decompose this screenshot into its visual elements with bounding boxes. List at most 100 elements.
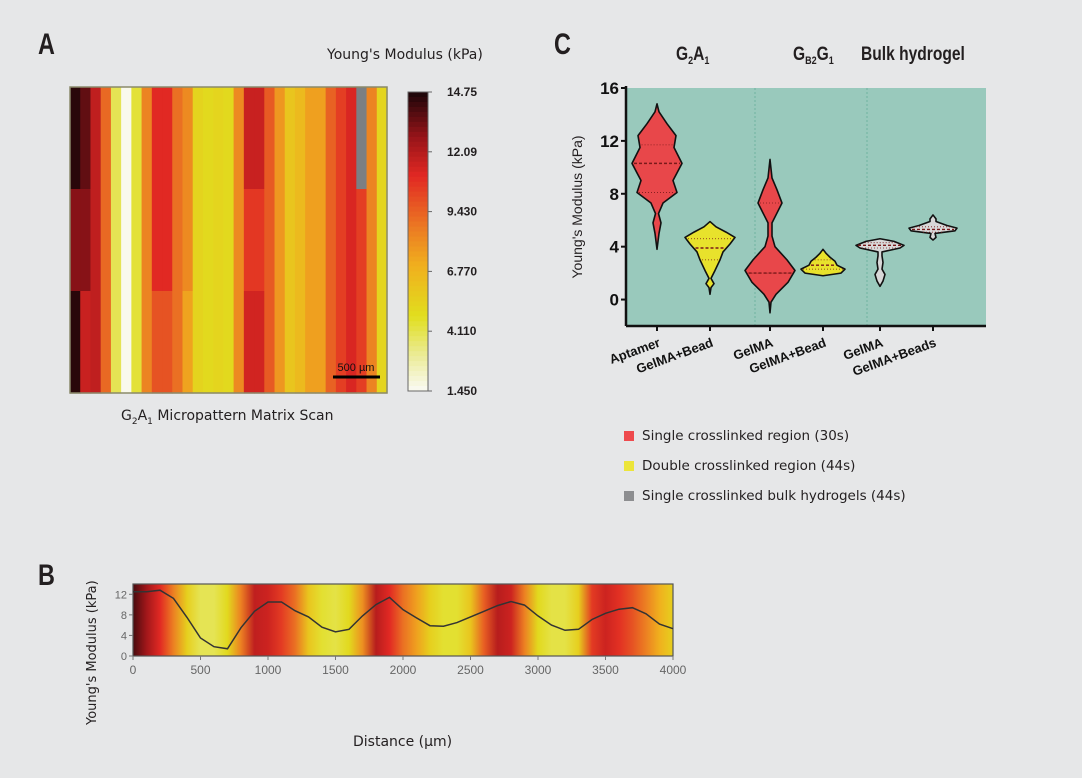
colorbar-segment — [408, 181, 428, 188]
heatmap-cell — [202, 291, 214, 394]
heatmap-cell — [141, 189, 153, 292]
colorbar-segment — [408, 186, 428, 193]
heatmap-cell — [315, 291, 327, 394]
heatmap-cell — [346, 189, 357, 292]
x-axis-label-b: Distance (µm) — [353, 734, 453, 750]
heatmap-cell — [90, 87, 102, 190]
colorbar-segment — [408, 231, 428, 238]
heatmap-cell — [243, 87, 255, 190]
heatmap-cell — [335, 291, 347, 394]
colorbar-segment — [408, 156, 428, 163]
scale-bar-label: 500 µm — [338, 362, 375, 374]
heatmap-cell — [80, 291, 92, 394]
heatmap-cell — [366, 291, 378, 394]
colorbar-segment — [408, 276, 428, 282]
heatmap-cell — [121, 291, 132, 394]
heatmap-cell — [264, 291, 276, 394]
heatmap-cell — [233, 189, 245, 292]
colorbar-segment — [408, 141, 428, 148]
x-tick-label: 4000 — [660, 663, 687, 677]
colorbar-tick-label: 4.110 — [447, 324, 477, 338]
g-sub: 2 — [688, 55, 694, 67]
colorbar-segment — [408, 216, 428, 223]
heatmap-cell — [182, 189, 194, 292]
violin-body — [908, 214, 958, 241]
colorbar-segment — [408, 336, 428, 342]
heatmap-cell — [110, 87, 122, 190]
heatmap-cell — [284, 291, 296, 394]
heatmap-cell — [202, 87, 214, 190]
heatmap-cell — [305, 87, 317, 190]
colorbar-segment — [408, 241, 428, 248]
heatmap-chart: 500 µm 14.75 12.09 9.430 6.770 4.110 1.450 — [69, 85, 477, 398]
colorbar-segment — [408, 151, 428, 158]
heatmap-cell — [151, 189, 163, 292]
colorbar-segment — [408, 361, 428, 367]
colorbar-segment — [408, 381, 428, 387]
heatmap-cell — [213, 87, 224, 190]
colorbar-segment — [408, 266, 428, 272]
colorbar-segment — [408, 161, 428, 168]
colorbar-segment — [408, 301, 428, 307]
x-tick-label: 2500 — [457, 663, 484, 677]
y-axis-label: Young's Modulus (kPa) — [569, 135, 585, 278]
heatmap-cell — [100, 291, 112, 394]
heatmap-cell — [335, 87, 347, 190]
heatmap-cell — [172, 87, 184, 190]
heatmap-cell — [110, 189, 122, 292]
heatmap-cell — [233, 87, 245, 190]
heatmap-cell — [335, 189, 347, 292]
g-letter: G — [676, 44, 689, 65]
violin-2 — [744, 158, 796, 314]
colorbar-segment — [408, 296, 428, 302]
g1-sub: 1 — [828, 55, 834, 67]
heatmap-cell — [274, 291, 286, 394]
y-tick-label: 4 — [121, 630, 127, 642]
colorbar-segment — [408, 131, 428, 138]
heatmap-cell — [192, 189, 204, 292]
colorbar-segment — [408, 126, 428, 133]
g-letter-2: G — [816, 44, 829, 65]
heatmap-cell — [182, 291, 194, 394]
heatmap-cell — [192, 291, 204, 394]
a-letter: A — [693, 44, 705, 65]
colorbar-segment — [408, 341, 428, 347]
x-tick-label: 0 — [130, 663, 137, 677]
heatmap-cell — [80, 189, 92, 292]
colorbar-segment — [408, 321, 428, 327]
violin-body — [855, 237, 905, 288]
heatmap-cell — [254, 291, 265, 394]
heatmap-cell — [162, 87, 173, 190]
heatmap-cell — [315, 189, 327, 292]
heatmap-cell — [254, 87, 265, 190]
y-axis-label-b: Young's Modulus (kPa) — [85, 580, 100, 725]
colorbar-segment — [408, 251, 428, 258]
heatmap-cell — [325, 87, 337, 190]
colorbar-segment — [408, 171, 428, 178]
heatmap-cell — [325, 189, 337, 292]
heatmap-cell — [243, 291, 255, 394]
colorbar-tick-label: 6.770 — [447, 264, 477, 278]
colorbar-segment — [408, 281, 428, 287]
heatmap-cell — [223, 189, 235, 292]
y-tick-label: 8 — [610, 185, 619, 204]
colorbar-segment — [408, 351, 428, 357]
violin-body — [684, 220, 736, 296]
legend-label: Double crosslinked region (44s) — [642, 458, 856, 474]
heatmap-cell — [264, 87, 276, 190]
heatmap-cell — [274, 87, 286, 190]
heatmap-cell — [294, 291, 306, 394]
heatmap-cell — [182, 87, 194, 190]
heatmap-cell — [223, 87, 235, 190]
heatmap-cell — [223, 291, 235, 394]
heatmap-cell — [346, 291, 357, 394]
x-tick-label: 3000 — [525, 663, 552, 677]
colorbar-segment — [408, 136, 428, 143]
data-line — [133, 589, 674, 650]
heatmap-cell — [376, 291, 388, 394]
colorbar-segment — [408, 221, 428, 228]
colorbar-segment — [408, 166, 428, 173]
colorbar-title: Young's Modulus (kPa) — [327, 47, 483, 63]
line-chart: 0 4 8 12 0 500 1000 1500 2000 2500 3000 3500 4000 — [115, 583, 687, 677]
